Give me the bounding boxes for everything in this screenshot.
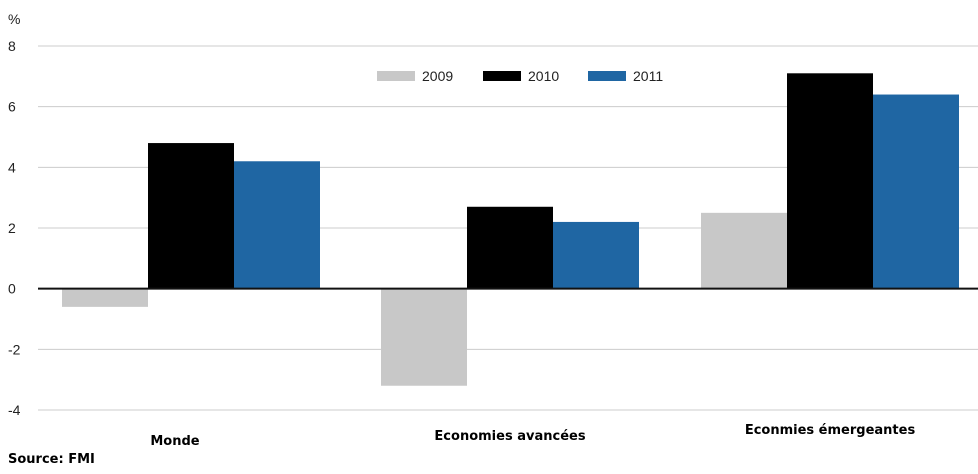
bar-2010-3: [787, 73, 873, 289]
legend-label-2010: 2010: [528, 68, 559, 84]
legend-swatch-2009: [377, 71, 415, 81]
category-labels: Monde Economies avancées Econmies émergean…: [150, 423, 915, 449]
legend-swatch-2011: [588, 71, 626, 81]
y-tick-labels: 8 6 4 2 0 -2 -4: [8, 38, 21, 418]
y-tick-label-6: 6: [8, 99, 16, 115]
y-tick-label--2: -2: [8, 341, 21, 357]
category-label-2: Economies avancées: [434, 429, 585, 444]
legend-label-2011: 2011: [633, 68, 663, 84]
y-tick-label--4: -4: [8, 402, 21, 418]
legend: 2009 2010 2011: [377, 68, 663, 84]
bar-2009-1: [62, 288, 148, 307]
source-note: Source: FMI: [8, 452, 95, 467]
legend-swatch-2010: [483, 71, 521, 81]
bar-2011-2: [553, 221, 639, 289]
bar-2009-3: [701, 212, 787, 289]
y-tick-label-0: 0: [8, 281, 16, 297]
bar-2009-2: [381, 288, 467, 386]
y-tick-label-4: 4: [8, 159, 16, 175]
bar-2010-2: [467, 206, 553, 289]
y-tick-label-2: 2: [8, 220, 16, 236]
category-label-3: Econmies émergeantes: [745, 423, 916, 438]
y-axis-unit: %: [8, 11, 20, 27]
bars: [62, 73, 959, 386]
category-label-1: Monde: [150, 434, 199, 449]
bar-2011-3: [873, 94, 959, 289]
legend-label-2009: 2009: [422, 68, 453, 84]
bar-2011-1: [234, 161, 320, 289]
bar-2010-1: [148, 143, 234, 289]
y-tick-label-8: 8: [8, 38, 16, 54]
